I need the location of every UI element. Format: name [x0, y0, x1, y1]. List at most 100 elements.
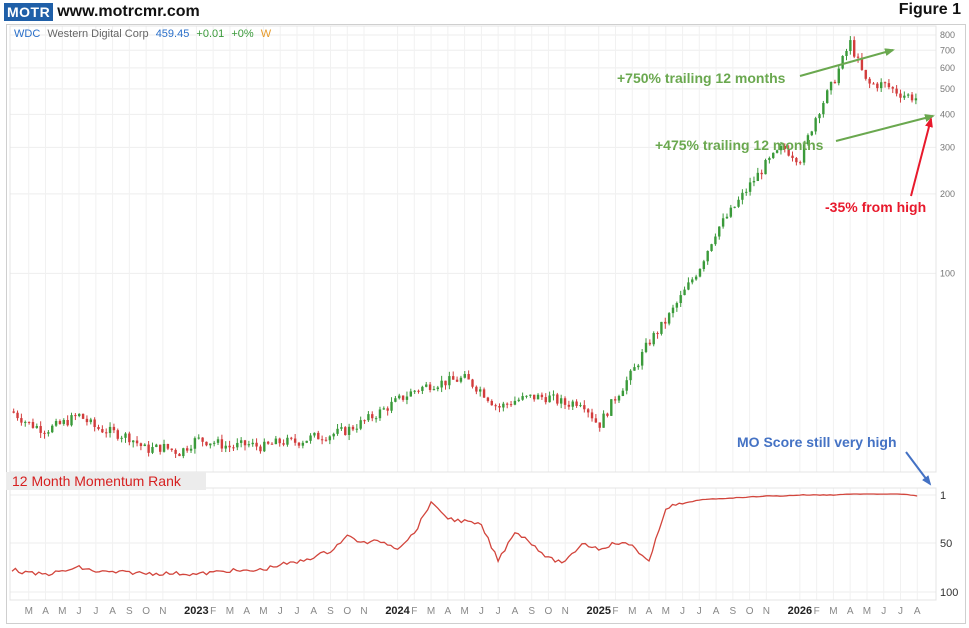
candle-body	[344, 427, 347, 435]
site-logo[interactable]: MOTR www.motrcmr.com	[4, 3, 200, 21]
x-tick-label: 2023	[184, 605, 208, 617]
candle-body	[895, 88, 898, 94]
candle-body	[583, 405, 586, 410]
x-tick-label: J	[680, 606, 685, 617]
rank-y-tick-label: 50	[940, 538, 952, 550]
x-tick-label: M	[427, 606, 435, 617]
rank-y-tick-label: 1	[940, 490, 946, 502]
candle-body	[51, 425, 54, 433]
x-tick-label: A	[42, 606, 49, 617]
rank-y-tick-label: 100	[940, 587, 958, 599]
candle-body	[158, 444, 162, 452]
candle-body	[579, 405, 582, 407]
candle-body	[417, 390, 420, 392]
x-tick-label: J	[697, 606, 702, 617]
chart-frame	[6, 24, 966, 624]
candle-body	[170, 448, 173, 450]
candle-body	[748, 182, 752, 192]
candle-body	[70, 415, 73, 426]
y-tick-label: 700	[940, 45, 955, 55]
candle-body	[197, 437, 200, 439]
x-tick-label: F	[814, 606, 820, 617]
candle-body	[162, 444, 166, 452]
candle-body	[529, 394, 532, 396]
momentum-rank-line	[11, 493, 918, 577]
x-tick-label: A	[914, 606, 921, 617]
candle-body	[20, 418, 23, 423]
candle-body	[721, 218, 725, 227]
candle-body	[552, 394, 555, 396]
candle-body	[243, 440, 247, 446]
candle-body	[62, 419, 65, 424]
y-axis-ticks: 800 700 600 500 400 300 200 100 1 50 100	[940, 30, 958, 599]
x-tick-label: F	[411, 606, 417, 617]
note-mo-score: MO Score still very high	[737, 434, 897, 450]
candle-body	[459, 377, 463, 382]
x-tick-label: M	[259, 606, 267, 617]
candle-body	[494, 405, 497, 407]
candle-body	[58, 421, 62, 424]
candle-body	[301, 442, 305, 446]
candle-body	[548, 395, 551, 403]
candle-body	[297, 442, 301, 446]
candle-body	[251, 442, 254, 445]
x-axis-ticks: M A M J J A S O N 2023 F M A M J J A S O N 2024 F M A M J J A S O N 202…	[25, 605, 921, 617]
candle-body	[903, 95, 906, 98]
candle-body	[613, 399, 617, 401]
candle-body	[185, 448, 189, 451]
candle-body	[729, 207, 733, 217]
candle-body	[282, 443, 285, 445]
candle-body	[772, 152, 775, 158]
candle-body	[24, 421, 27, 423]
candle-body	[290, 437, 293, 439]
candle-body	[293, 438, 297, 443]
candle-body	[390, 401, 393, 411]
candle-body	[575, 401, 578, 406]
candle-body	[274, 438, 278, 445]
candle-body	[629, 370, 632, 381]
panel-label: 12 Month Momentum Rank	[12, 473, 182, 489]
x-tick-label: A	[109, 606, 116, 617]
candle-body	[563, 398, 567, 405]
candle-body	[428, 384, 432, 390]
candle-body	[540, 394, 544, 398]
candle-body	[853, 40, 856, 57]
candle-body	[637, 365, 640, 368]
note-from-high: -35% from high	[825, 199, 926, 215]
candle-body	[675, 303, 679, 308]
candle-body	[317, 432, 320, 440]
candle-body	[193, 438, 197, 449]
candle-body	[259, 446, 262, 452]
x-tick-label: J	[294, 606, 299, 617]
candle-body	[139, 443, 143, 447]
x-tick-label: M	[829, 606, 837, 617]
y-tick-label: 800	[940, 30, 955, 40]
candle-body	[606, 413, 609, 416]
candle-body	[752, 181, 756, 183]
x-tick-label: N	[360, 606, 367, 617]
candle-body	[374, 418, 378, 420]
candle-body	[559, 398, 563, 404]
candle-body	[209, 443, 212, 446]
candle-body	[182, 448, 185, 457]
candle-body	[66, 419, 69, 426]
candle-body	[667, 313, 671, 324]
candle-body	[532, 394, 536, 400]
candle-body	[733, 206, 736, 208]
x-tick-label: J	[77, 606, 82, 617]
candle-body	[27, 421, 31, 423]
candle-body	[783, 146, 787, 149]
y-tick-label: 400	[940, 109, 955, 119]
candle-body	[432, 389, 436, 391]
candle-body	[652, 333, 655, 345]
candle-body	[598, 422, 601, 428]
candle-body	[899, 93, 902, 98]
x-tick-label: 2025	[586, 605, 610, 617]
x-tick-label: N	[763, 606, 770, 617]
x-tick-label: J	[898, 606, 903, 617]
candle-body	[448, 376, 451, 386]
candle-body	[263, 441, 266, 452]
candle-body	[644, 342, 648, 352]
candle-body	[818, 114, 821, 119]
